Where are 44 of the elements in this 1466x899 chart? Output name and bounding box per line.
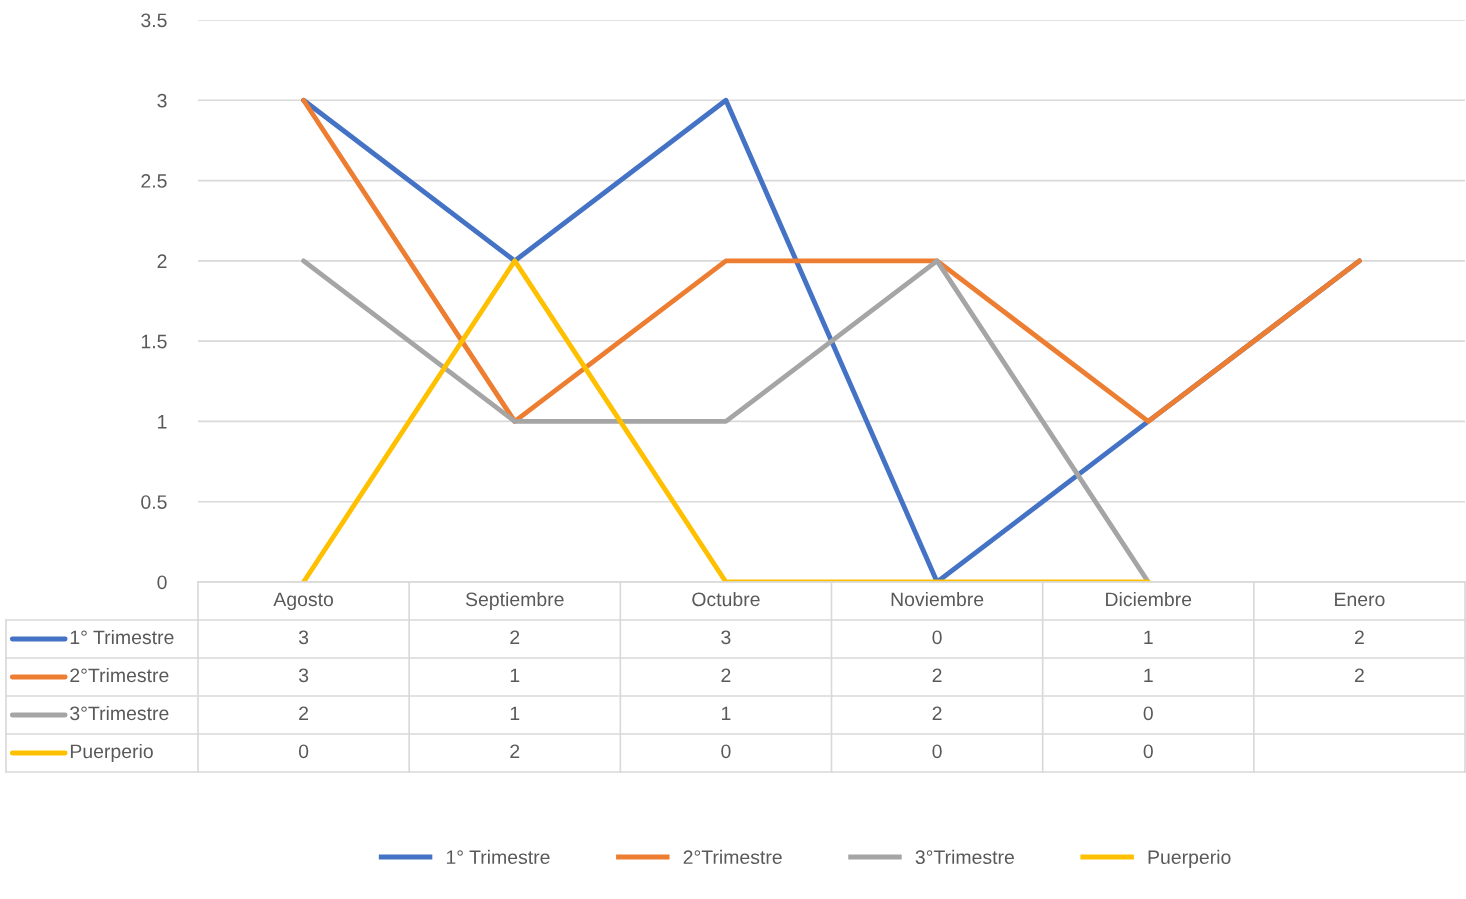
y-tick-label: 0: [157, 575, 167, 590]
x-tick-label: Agosto: [273, 592, 334, 611]
data-label: 2: [932, 706, 942, 721]
data-label: 2: [721, 668, 731, 683]
data-label: 0: [932, 744, 942, 759]
data-label: 1: [510, 706, 520, 721]
data-label: 3: [721, 630, 731, 645]
text: 3°Trimestre: [915, 849, 1014, 865]
text: 1° Trimestre: [446, 849, 550, 865]
y-tick-label: 2: [157, 254, 167, 268]
legend-label: 3°Trimestre: [70, 705, 169, 721]
text: Puerperio: [1148, 849, 1231, 868]
y-tick-label: 1: [158, 415, 167, 429]
data-label: 0: [298, 744, 309, 759]
data-label: 3: [298, 668, 309, 683]
y-tick-label: 0.5: [141, 495, 167, 509]
data-label: 1: [1144, 630, 1153, 645]
y-tick-label: 1.5: [141, 334, 167, 349]
x-tick-label: Septiembre: [465, 591, 564, 611]
data-label: 3: [298, 630, 309, 645]
data-label: 0: [1143, 744, 1153, 759]
x-tick-label: Noviembre: [891, 591, 984, 607]
y-tick-label: 2.5: [141, 174, 167, 188]
data-label: 2: [932, 668, 942, 683]
data-label: 0: [932, 630, 942, 645]
data-label: 2: [510, 630, 520, 645]
data-label: 1: [721, 706, 731, 721]
y-tick-label: 3: [157, 93, 167, 108]
text: 2°Trimestre: [683, 849, 782, 865]
data-label: 2: [1354, 630, 1364, 645]
legend-label: 1° Trimestre: [70, 629, 174, 645]
data-label: 2: [510, 744, 520, 759]
legend-label: 2°Trimestre: [70, 667, 169, 683]
data-label: 1: [1144, 668, 1153, 683]
data-label: 2: [299, 706, 309, 721]
data-label: 0: [1143, 706, 1153, 721]
data-label: 2: [1354, 668, 1364, 683]
x-tick-label: Enero: [1335, 592, 1385, 607]
data-label: 0: [721, 744, 731, 759]
y-tick-label: 3.5: [141, 13, 167, 28]
x-tick-label: Diciembre: [1106, 591, 1192, 607]
legend-label: Puerperio: [70, 743, 153, 763]
data-label: 1: [510, 668, 520, 683]
x-tick-label: Octubre: [692, 591, 760, 607]
